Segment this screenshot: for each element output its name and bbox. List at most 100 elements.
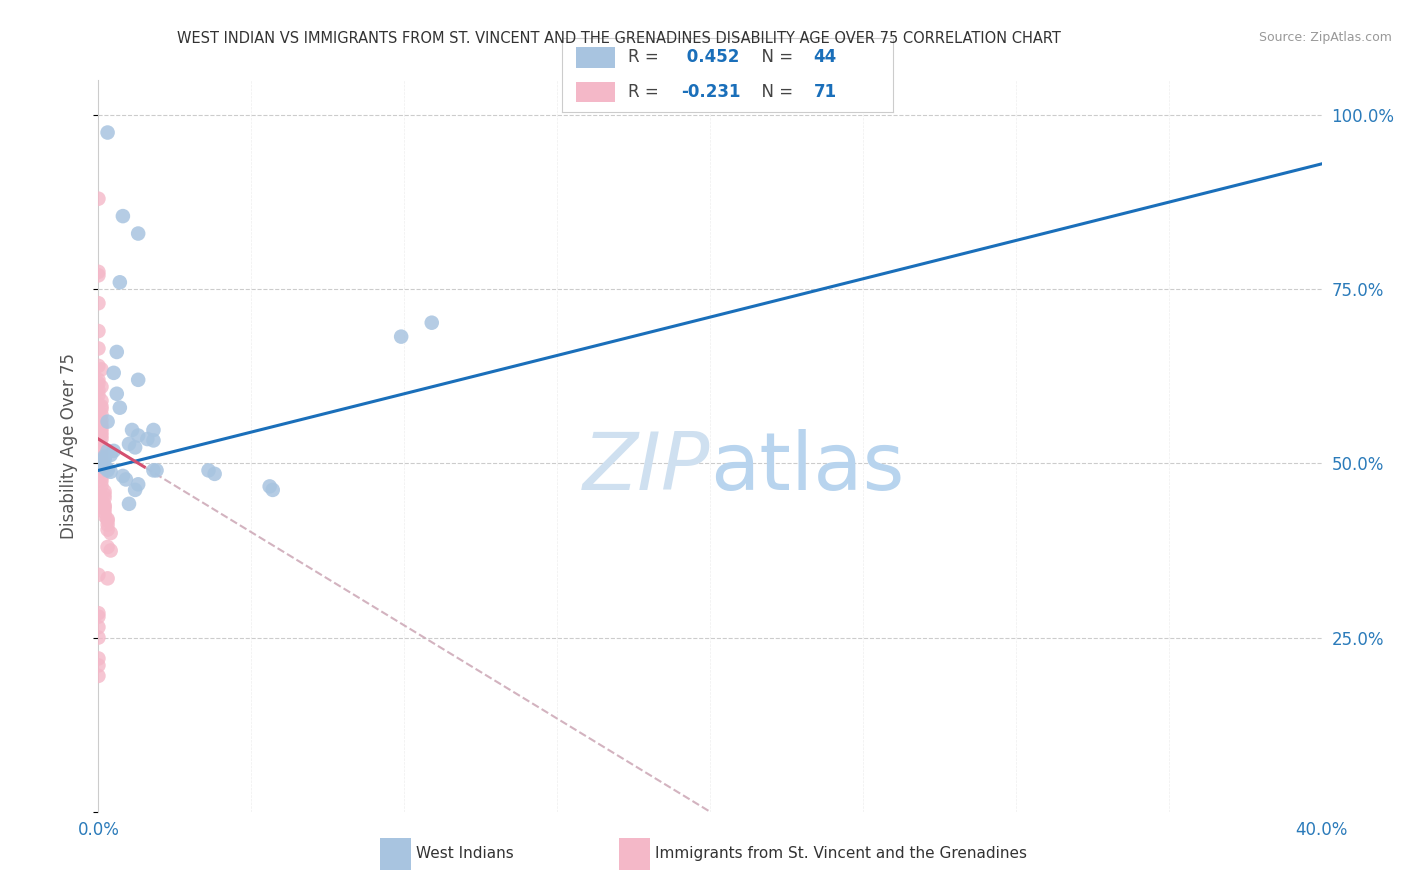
Point	[90, 380, 112, 394]
Point	[87, 455, 110, 469]
Point	[420, 316, 443, 330]
Point	[93, 500, 115, 514]
Point	[87, 448, 110, 462]
Point	[90, 362, 112, 376]
Point	[87, 423, 110, 437]
Point	[90, 432, 112, 446]
Text: 0.452: 0.452	[682, 48, 740, 66]
Point	[93, 498, 115, 512]
Text: West Indians: West Indians	[416, 847, 515, 861]
Point	[87, 567, 110, 582]
Point	[90, 439, 112, 453]
Point	[136, 432, 159, 446]
Point	[87, 404, 110, 418]
Text: ZIP: ZIP	[582, 429, 710, 507]
Point	[90, 393, 112, 408]
Point	[87, 268, 110, 283]
Text: atlas: atlas	[710, 429, 904, 507]
Point	[97, 443, 120, 458]
Point	[87, 435, 110, 450]
Point	[204, 467, 226, 481]
Point	[90, 399, 112, 413]
Point	[90, 454, 112, 468]
Point	[103, 366, 125, 380]
Point	[87, 265, 110, 279]
Point	[389, 329, 412, 343]
Point	[87, 651, 110, 665]
Point	[93, 508, 115, 523]
Text: Source: ZipAtlas.com: Source: ZipAtlas.com	[1258, 31, 1392, 45]
Point	[87, 384, 110, 398]
Y-axis label: Disability Age Over 75: Disability Age Over 75	[59, 353, 77, 539]
Point	[93, 453, 115, 467]
Point	[87, 397, 110, 411]
Text: WEST INDIAN VS IMMIGRANTS FROM ST. VINCENT AND THE GRENADINES DISABILITY AGE OVE: WEST INDIAN VS IMMIGRANTS FROM ST. VINCE…	[177, 31, 1060, 46]
Point	[90, 450, 112, 464]
Point	[90, 479, 112, 493]
Point	[87, 658, 110, 673]
Point	[97, 463, 120, 477]
Text: -0.231: -0.231	[682, 83, 741, 101]
Point	[97, 517, 120, 532]
Point	[87, 376, 110, 391]
Point	[93, 501, 115, 516]
Point	[93, 459, 115, 474]
Point	[118, 497, 141, 511]
Point	[87, 458, 110, 472]
Point	[100, 465, 122, 479]
Point	[93, 488, 115, 502]
Point	[87, 606, 110, 620]
FancyBboxPatch shape	[575, 47, 616, 68]
Text: R =: R =	[628, 48, 665, 66]
Point	[87, 443, 110, 458]
Point	[127, 227, 149, 241]
Point	[93, 491, 115, 506]
Point	[90, 453, 112, 467]
Point	[90, 457, 112, 471]
Point	[142, 423, 165, 437]
Point	[105, 386, 128, 401]
Point	[87, 631, 110, 645]
Point	[97, 523, 120, 537]
Point	[90, 418, 112, 433]
Point	[127, 373, 149, 387]
Point	[93, 484, 115, 499]
Point	[90, 408, 112, 422]
Text: Immigrants from St. Vincent and the Grenadines: Immigrants from St. Vincent and the Gren…	[655, 847, 1028, 861]
Point	[87, 620, 110, 634]
Point	[90, 413, 112, 427]
Point	[197, 463, 219, 477]
Point	[262, 483, 284, 497]
Point	[90, 446, 112, 460]
Point	[87, 342, 110, 356]
Point	[97, 540, 120, 554]
Text: 71: 71	[814, 83, 837, 101]
Point	[97, 415, 120, 429]
Point	[111, 469, 134, 483]
Point	[97, 514, 120, 528]
Point	[142, 434, 165, 448]
Point	[93, 450, 115, 464]
Point	[103, 443, 125, 458]
Point	[87, 467, 110, 481]
Point	[90, 494, 112, 508]
Point	[108, 275, 131, 289]
Point	[97, 571, 120, 585]
Point	[87, 388, 110, 402]
Point	[90, 402, 112, 417]
Point	[124, 483, 146, 497]
Point	[87, 296, 110, 310]
Point	[127, 477, 149, 491]
Point	[97, 126, 120, 140]
Point	[127, 428, 149, 442]
Point	[100, 448, 122, 462]
Point	[87, 373, 110, 387]
Point	[90, 457, 112, 471]
Point	[93, 460, 115, 475]
Point	[90, 441, 112, 455]
Point	[118, 437, 141, 451]
Point	[90, 463, 112, 477]
Point	[90, 428, 112, 442]
Point	[97, 512, 120, 526]
Text: N =: N =	[751, 83, 799, 101]
